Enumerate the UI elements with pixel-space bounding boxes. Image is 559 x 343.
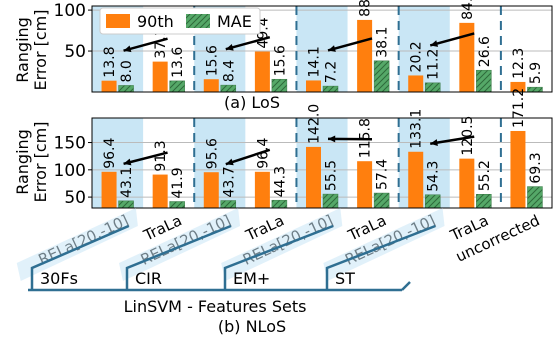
data-label-mae: 26.6: [477, 36, 493, 67]
y-tick-label: 100: [54, 1, 86, 21]
data-label-90th: 15.6: [204, 45, 220, 76]
bar-90th: [204, 79, 219, 92]
bar-mae: [170, 202, 185, 208]
legend-label-mae: MAE: [217, 12, 252, 31]
data-label-mae: 11.2: [426, 49, 442, 80]
bar-mae: [374, 61, 389, 92]
data-label-90th: 12.3: [511, 48, 527, 79]
bar-mae: [425, 83, 440, 92]
bar-mae: [374, 193, 389, 208]
data-label-mae: 69.3: [528, 152, 544, 183]
data-label-90th: 84.4: [460, 0, 476, 20]
data-label-90th: 95.6: [204, 138, 220, 169]
feature-set-label: CIR: [135, 269, 162, 288]
data-label-90th: 171.2: [511, 88, 527, 128]
bar-mae: [170, 81, 185, 92]
data-label-90th: 96.4: [102, 138, 118, 169]
feature-set-label: 30Fs: [40, 269, 78, 288]
data-label-mae: 5.9: [528, 62, 544, 84]
bar-mae: [272, 200, 287, 208]
bar-90th: [102, 172, 117, 208]
data-label-mae: 7.2: [324, 61, 340, 83]
bar-90th: [408, 75, 423, 92]
data-label-mae: 43.1: [119, 167, 135, 198]
bar-90th: [306, 147, 321, 208]
data-label-mae: 57.4: [375, 159, 391, 190]
bar-mae: [425, 195, 440, 208]
data-label-90th: 142.0: [307, 104, 323, 144]
data-label-mae: 54.3: [426, 161, 442, 192]
data-label-90th: 13.8: [102, 47, 118, 78]
data-label-mae: 43.7: [221, 166, 237, 197]
data-label-mae: 15.6: [272, 45, 288, 76]
data-label-90th: 88.0: [358, 0, 374, 17]
bar-mae: [119, 201, 134, 208]
y-tick-label: 50: [64, 42, 86, 62]
feature-bracket-end: [402, 282, 410, 290]
data-label-mae: 13.6: [170, 47, 186, 78]
y-tick-label: 150: [54, 134, 86, 154]
data-label-90th: 14.1: [307, 46, 323, 77]
bar-mae: [221, 85, 236, 92]
panel-caption: (a) LoS: [224, 93, 280, 112]
panel-caption: (b) NLoS: [218, 317, 286, 336]
bar-mae: [119, 85, 134, 92]
bar-mae: [323, 194, 338, 208]
y-axis-label-line2: Error [cm]: [31, 10, 50, 91]
y-axis-label-line2: Error [cm]: [31, 122, 50, 203]
bar-90th: [408, 152, 423, 208]
bar-90th: [357, 161, 372, 208]
bar-90th: [153, 62, 168, 92]
bar-mae: [527, 87, 542, 92]
bar-90th: [153, 175, 168, 208]
data-label-mae: 38.1: [375, 27, 391, 58]
bar-mae: [527, 187, 542, 208]
data-label-90th: 133.1: [409, 109, 425, 149]
data-label-mae: 55.5: [324, 160, 340, 191]
y-axis-label-line1: Ranging: [13, 17, 32, 83]
bar-90th: [102, 81, 117, 92]
bar-mae: [476, 70, 491, 92]
bar-mae: [476, 194, 491, 208]
bar-mae: [221, 201, 236, 208]
y-tick-label: 50: [64, 188, 86, 208]
bar-mae: [323, 86, 338, 92]
data-label-mae: 8.0: [119, 60, 135, 82]
feature-set-label: EM+: [233, 269, 270, 288]
data-label-mae: 8.4: [221, 60, 237, 82]
y-tick-label: 100: [54, 161, 86, 181]
data-label-90th: 20.2: [409, 41, 425, 72]
bar-90th: [306, 80, 321, 92]
legend-swatch-mae: [186, 14, 210, 28]
data-label-mae: 41.9: [170, 167, 186, 198]
bar-90th: [255, 52, 270, 92]
legend-swatch-90th: [106, 14, 130, 28]
feature-set-label: ST: [335, 269, 355, 288]
bar-90th: [510, 131, 525, 208]
bar-90th: [357, 20, 372, 92]
bar-90th: [255, 172, 270, 208]
data-label-mae: 55.2: [477, 160, 493, 191]
data-label-mae: 44.3: [272, 166, 288, 197]
legend: 90th MAE: [100, 8, 260, 34]
bar-90th: [459, 159, 474, 208]
bar-90th: [204, 172, 219, 208]
y-axis-label-line1: Ranging: [13, 129, 32, 195]
legend-label-90th: 90th: [137, 12, 174, 31]
bracket-label: LinSVM - Features Sets: [124, 297, 307, 316]
bar-mae: [272, 79, 287, 92]
